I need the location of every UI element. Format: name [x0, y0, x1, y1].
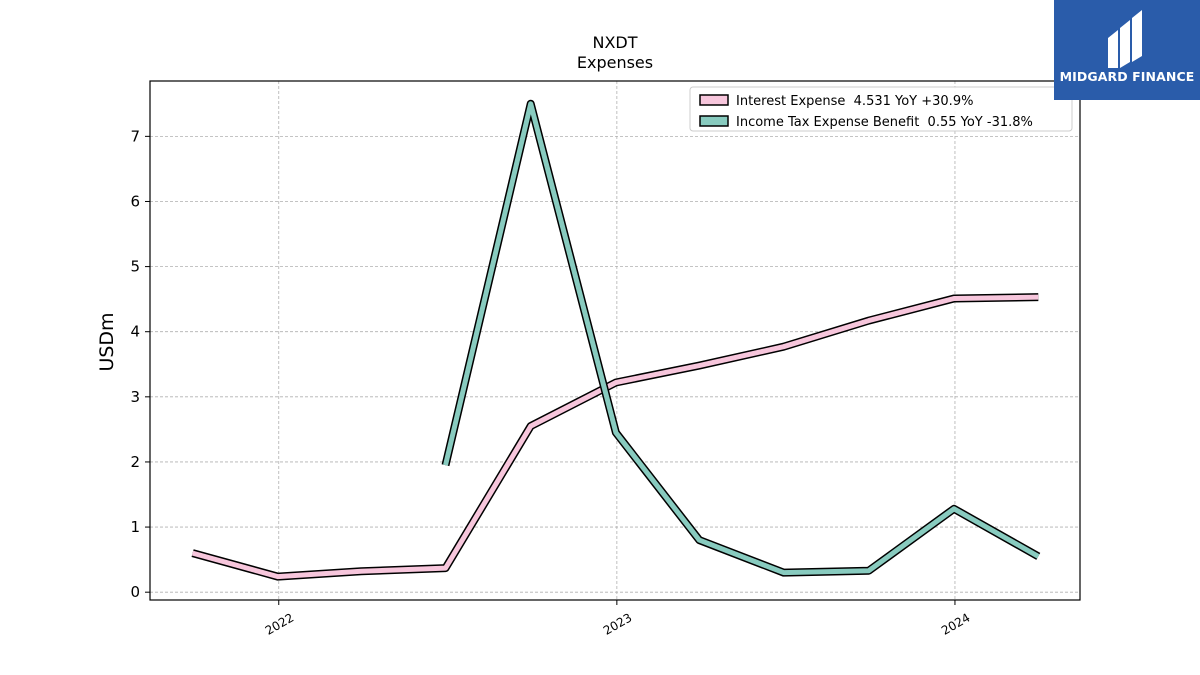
y-tick-label: 6: [130, 192, 140, 210]
legend-label: Income Tax Expense Benefit 0.55 YoY -31.…: [736, 115, 1033, 130]
y-tick-label: 4: [130, 323, 140, 341]
plot-frame: [149, 80, 1081, 601]
legend-swatch: [699, 94, 729, 106]
series-layer: [191, 99, 1041, 581]
axis-ticks: 0 1 2 3 4 5 6 7 2022 2023 2024: [130, 127, 972, 638]
legend-box: [689, 86, 1073, 132]
y-tick-label: 7: [130, 127, 140, 145]
x-tick-label: 2022: [263, 610, 296, 637]
chart-subtitle: Expenses: [577, 53, 653, 72]
brand-logo: MIDGARD FINANCE: [1054, 0, 1200, 100]
x-tick-label: 2023: [601, 610, 634, 637]
midgard-logo-icon: [1108, 10, 1142, 68]
y-tick-label: 5: [130, 258, 140, 276]
legend-label: Interest Expense 4.531 YoY +30.9%: [736, 94, 973, 109]
series-2-line: [443, 101, 1040, 576]
y-tick-label: 2: [130, 453, 140, 471]
series-2-outline: [441, 99, 1041, 577]
series-1-line: [191, 294, 1039, 580]
y-axis-label: USDm: [96, 312, 118, 371]
brand-logo-text: MIDGARD FINANCE: [1059, 69, 1195, 84]
legend: Interest Expense 4.531 YoY +30.9% Income …: [689, 86, 1073, 132]
chart-title: NXDT: [592, 33, 637, 52]
y-tick-label: 3: [130, 388, 140, 406]
y-tick-label: 0: [130, 583, 140, 601]
x-tick-label: 2024: [939, 610, 972, 637]
y-tick-label: 1: [130, 518, 140, 536]
legend-swatch: [699, 115, 729, 127]
